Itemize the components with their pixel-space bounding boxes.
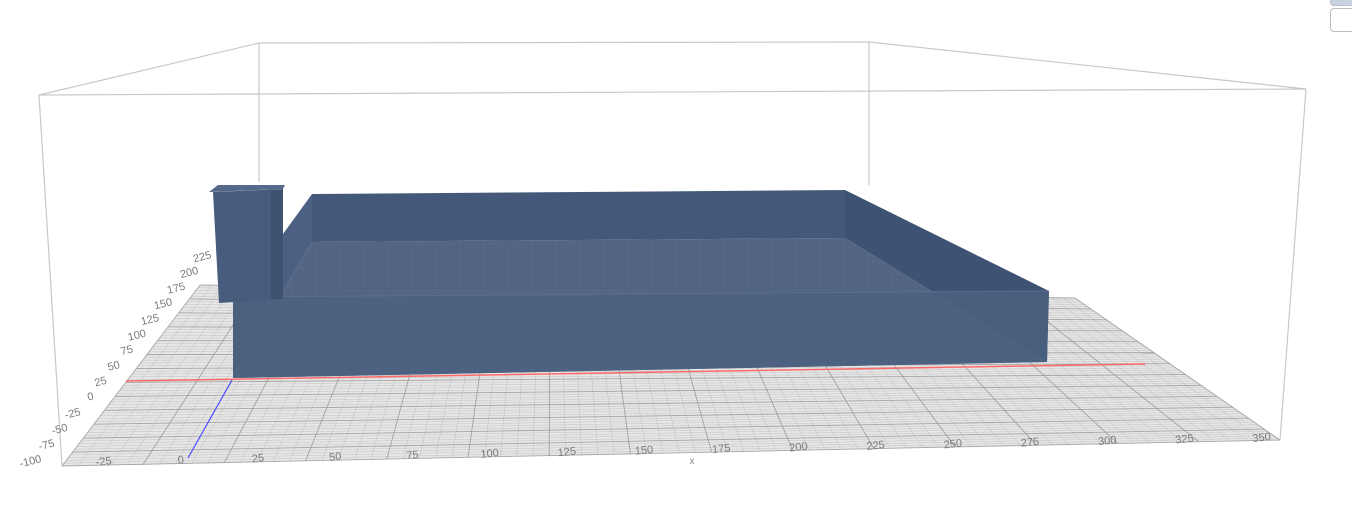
y-tick-label: -50 [51,422,69,437]
bounding-box-front [38,41,1307,467]
view-top-button[interactable] [1330,0,1352,6]
tower-top [209,185,285,192]
x-tick-label: 75 [406,449,419,462]
x-tick-label: 125 [557,445,577,459]
y-tick-label: 0 [86,390,95,403]
model-front-wall-grid [233,291,1049,378]
x-tick-label: 100 [480,447,500,461]
x-tick-label: 250 [943,437,963,451]
x-tick-label: 225 [866,439,886,453]
model-back-wall [312,190,845,242]
x-tick-label: 325 [1175,433,1195,447]
y-tick-label: 200 [179,265,200,281]
x-tick-label: 175 [712,442,732,456]
x-tick-label: 25 [251,452,264,465]
y-tick-label: 50 [106,359,121,374]
y-tick-label: -75 [37,438,55,453]
y-tick-label: 225 [192,249,213,265]
x-axis-ticks: -25 0 25 50 75 100 125 150 175 200 225 250 275 300 325… [95,431,1271,469]
x-axis-line [125,363,1146,382]
y-tick-label: 150 [153,296,174,312]
y-axis-line [187,379,233,459]
x-tick-label: -25 [95,455,112,469]
view-controls [1330,0,1352,32]
x-tick-label: 150 [634,444,654,458]
tower-shadow [271,190,283,299]
x-tick-label: 275 [1020,436,1040,450]
y-tick-label: 25 [93,375,108,390]
y-tick-label: 175 [166,281,187,297]
x-tick-label: 300 [1098,434,1118,448]
x-tick-label: 200 [789,441,809,455]
y-tick-label: 100 [127,328,148,344]
bounding-box-back [258,41,870,185]
y-tick-label: 125 [140,312,161,328]
tower-front-grid [213,189,283,303]
y-tick-label: 75 [119,343,134,358]
x-axis-title: x [690,456,695,467]
x-tick-label: 0 [177,454,184,467]
model-tower[interactable] [209,185,285,303]
x-tick-label: 350 [1252,431,1272,445]
model-body[interactable] [232,190,1050,378]
x-tick-label: 50 [329,451,342,464]
y-tick-label: -100 [18,453,42,470]
y-tick-label: -25 [64,406,82,421]
view-bottom-button[interactable] [1330,8,1352,32]
